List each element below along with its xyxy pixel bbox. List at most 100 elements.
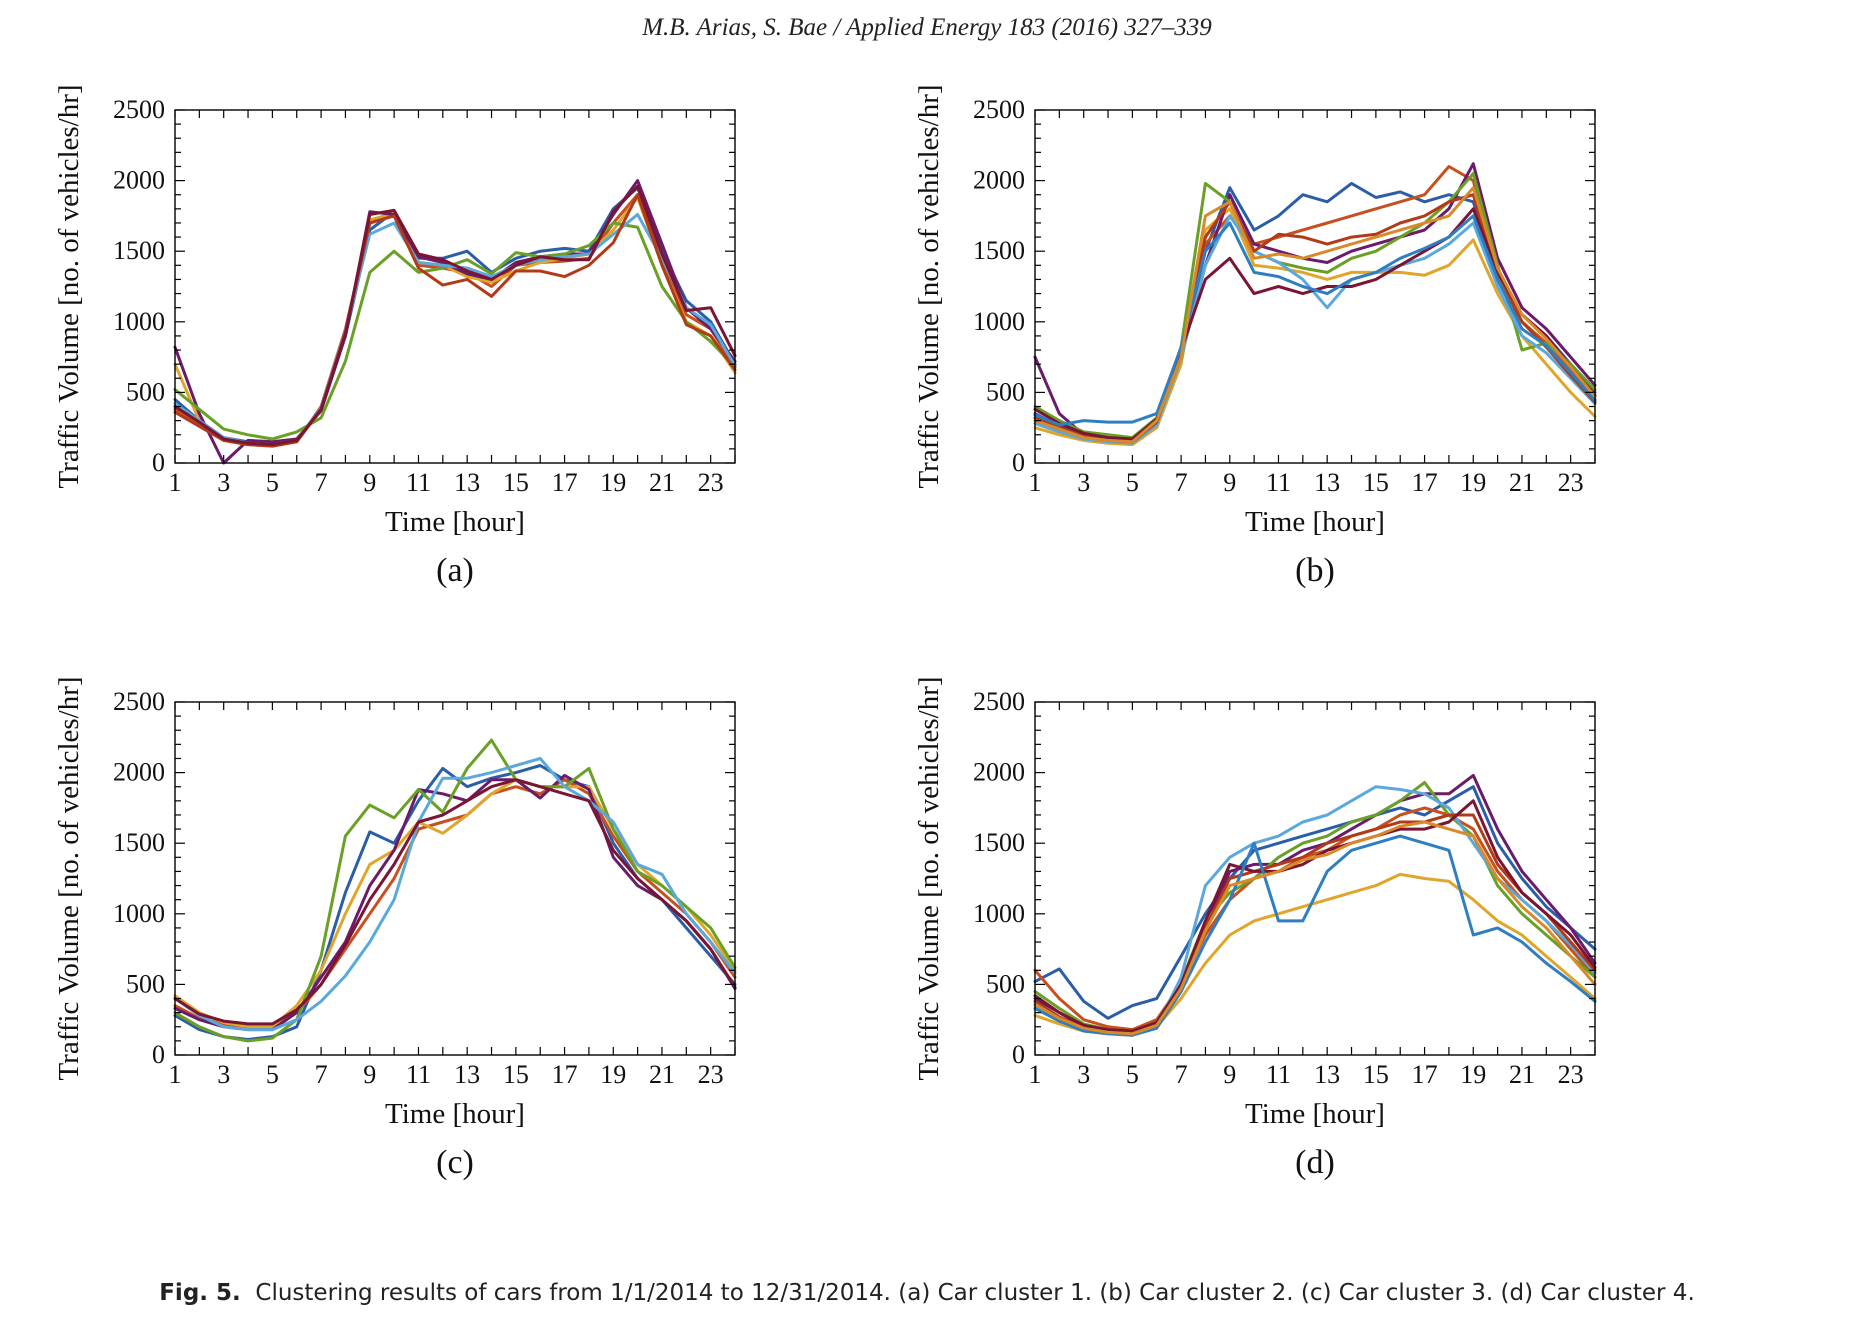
series-line-d-9 — [1033, 834, 1597, 1037]
x-tick-label: 7 — [1175, 468, 1188, 497]
x-tick-label: 7 — [1175, 1060, 1188, 1089]
series-line-a-8 — [173, 184, 737, 447]
x-tick-label: 23 — [1558, 1060, 1584, 1089]
x-tick-label: 15 — [1363, 1060, 1389, 1089]
x-tick-label: 11 — [406, 468, 431, 497]
y-tick-label: 1500 — [113, 236, 165, 265]
caption-text: Clustering results of cars from 1/1/2014… — [255, 1280, 1695, 1306]
series-line-c-6 — [173, 757, 737, 1032]
x-tick-label: 23 — [698, 468, 724, 497]
x-tick-label: 13 — [1314, 1060, 1340, 1089]
x-tick-label: 19 — [1460, 1060, 1486, 1089]
x-tick-label: 21 — [1509, 468, 1535, 497]
plot-frame — [1034, 109, 1596, 464]
x-tick-label: 1 — [1029, 468, 1042, 497]
y-tick-label: 2000 — [113, 166, 165, 195]
y-tick-label: 1000 — [973, 307, 1025, 336]
plot-frame — [1034, 701, 1596, 1056]
x-tick-label: 19 — [600, 468, 626, 497]
y-tick-label: 1500 — [973, 828, 1025, 857]
chart-panel-d: 1 3 5 7 9 11 13 15 17 19 21 2305001000150020002500T… — [913, 676, 1597, 1181]
x-tick-label: 9 — [1223, 1060, 1236, 1089]
series-group — [1033, 773, 1597, 1037]
y-axis-label: Traffic Volume [no. of vehicles/hr] — [53, 84, 85, 488]
series-group — [173, 738, 737, 1043]
series-line-c-7 — [173, 778, 737, 1026]
x-tick-label: 7 — [315, 468, 328, 497]
x-tick-label: 7 — [315, 1060, 328, 1089]
series-line-d-10 — [1033, 820, 1597, 1036]
x-tick-label: 3 — [1077, 1060, 1090, 1089]
x-axis-label: Time [hour] — [1245, 1098, 1385, 1130]
plot-frame — [174, 701, 736, 1056]
panel-label: (d) — [1295, 1144, 1335, 1181]
running-header: M.B. Arias, S. Bae / Applied Energy 183 … — [642, 14, 1212, 41]
series-line-c-3 — [173, 778, 737, 1029]
x-tick-label: 23 — [698, 1060, 724, 1089]
x-tick-label: 1 — [1029, 1060, 1042, 1089]
y-tick-label: 0 — [1012, 1040, 1025, 1069]
x-tick-label: 19 — [600, 1060, 626, 1089]
x-tick-label: 9 — [363, 1060, 376, 1089]
x-tick-label: 1 — [169, 468, 182, 497]
x-tick-label: 11 — [406, 1060, 431, 1089]
caption-label: Fig. 5. — [159, 1280, 241, 1306]
x-tick-label: 11 — [1266, 468, 1291, 497]
x-tick-label: 3 — [217, 1060, 230, 1089]
y-tick-label: 2000 — [113, 758, 165, 787]
y-tick-label: 2500 — [113, 95, 165, 124]
series-line-b-6 — [1033, 214, 1597, 445]
x-tick-label: 5 — [1126, 1060, 1139, 1089]
y-tick-label: 1000 — [113, 307, 165, 336]
y-axis-label: Traffic Volume [no. of vehicles/hr] — [913, 676, 945, 1080]
y-tick-label: 2500 — [973, 687, 1025, 716]
x-tick-label: 3 — [1077, 468, 1090, 497]
x-tick-label: 17 — [1412, 468, 1438, 497]
x-tick-label: 13 — [454, 468, 480, 497]
series-line-a-6 — [173, 213, 737, 447]
x-tick-label: 1 — [169, 1060, 182, 1089]
series-line-d-2 — [1033, 806, 1597, 1032]
x-axis-label: Time [hour] — [385, 506, 525, 538]
series-line-b-10 — [1033, 186, 1597, 444]
y-tick-label: 2500 — [973, 95, 1025, 124]
y-tick-label: 0 — [152, 1040, 165, 1069]
y-tick-label: 500 — [986, 377, 1025, 406]
y-tick-label: 500 — [126, 377, 165, 406]
series-line-c-5 — [173, 738, 737, 1043]
plot-frame — [174, 109, 736, 464]
x-tick-label: 17 — [552, 1060, 578, 1089]
series-line-b-9 — [1033, 214, 1597, 427]
y-axis-label: Traffic Volume [no. of vehicles/hr] — [913, 84, 945, 488]
y-tick-label: 1000 — [973, 899, 1025, 928]
x-tick-label: 13 — [454, 1060, 480, 1089]
x-tick-label: 5 — [266, 468, 279, 497]
series-line-c-2 — [173, 778, 737, 1029]
series-group — [173, 179, 737, 465]
x-axis-label: Time [hour] — [1245, 506, 1385, 538]
x-tick-label: 15 — [1363, 468, 1389, 497]
x-axis-label: Time [hour] — [385, 1098, 525, 1130]
x-tick-label: 17 — [1412, 1060, 1438, 1089]
x-tick-label: 19 — [1460, 468, 1486, 497]
y-tick-label: 0 — [1012, 448, 1025, 477]
series-line-a-7 — [173, 193, 737, 448]
series-group — [1033, 162, 1597, 447]
x-tick-label: 9 — [363, 468, 376, 497]
chart-panel-a: 1 3 5 7 9 11 13 15 17 19 21 2305001000150020002500T… — [53, 84, 737, 589]
x-tick-label: 15 — [503, 468, 529, 497]
y-tick-label: 0 — [152, 448, 165, 477]
series-line-c-4 — [173, 773, 737, 1032]
x-tick-label: 17 — [552, 468, 578, 497]
y-tick-label: 2000 — [973, 758, 1025, 787]
x-tick-label: 15 — [503, 1060, 529, 1089]
x-tick-label: 21 — [1509, 1060, 1535, 1089]
series-line-d-6 — [1033, 785, 1597, 1036]
chart-panel-b: 1 3 5 7 9 11 13 15 17 19 21 2305001000150020002500T… — [913, 84, 1597, 589]
y-tick-label: 1000 — [113, 899, 165, 928]
x-tick-label: 5 — [1126, 468, 1139, 497]
panel-label: (a) — [436, 552, 474, 589]
x-tick-label: 5 — [266, 1060, 279, 1089]
x-tick-label: 13 — [1314, 468, 1340, 497]
y-axis-label: Traffic Volume [no. of vehicles/hr] — [53, 676, 85, 1080]
